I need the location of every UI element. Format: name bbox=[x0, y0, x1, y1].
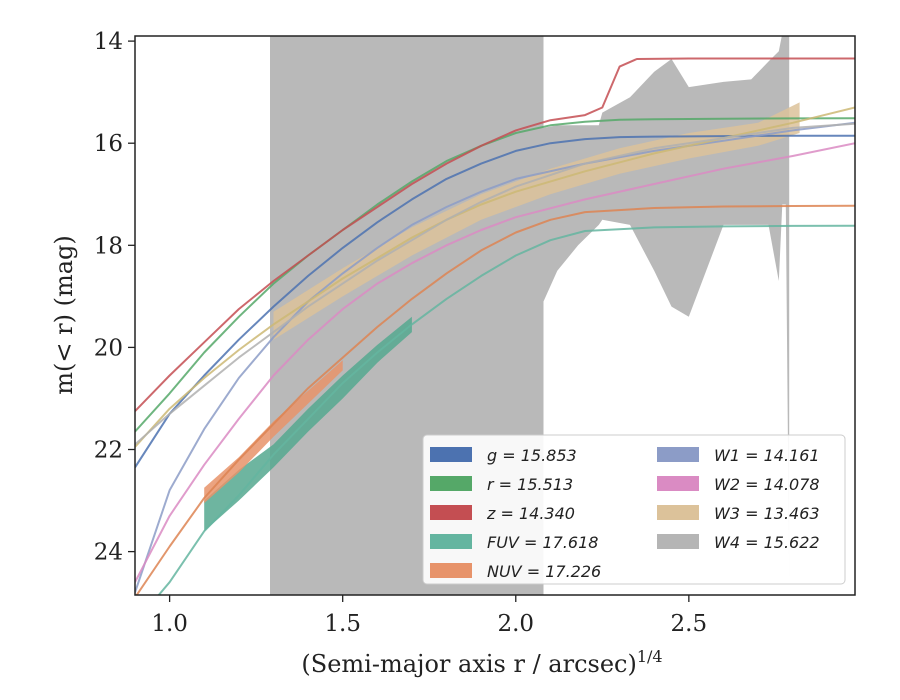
x-tick-label: 1.5 bbox=[324, 611, 361, 637]
band-fuv bbox=[204, 316, 412, 532]
legend-label: W2 = 14.078 bbox=[714, 475, 820, 494]
band-w3 bbox=[273, 102, 800, 340]
series-line-w4 bbox=[135, 122, 855, 446]
y-tick-label: 24 bbox=[94, 540, 123, 566]
plot-frame bbox=[134, 35, 856, 596]
x-tick-label: 2.5 bbox=[671, 611, 708, 637]
series-line-fuv bbox=[157, 224, 855, 595]
legend-swatch bbox=[430, 447, 472, 462]
legend-swatch bbox=[657, 447, 699, 462]
legend-label: FUV = 17.618 bbox=[487, 533, 598, 552]
band-nuv bbox=[204, 360, 343, 504]
y-tick-label: 14 bbox=[94, 29, 123, 55]
y-tick-label: 22 bbox=[94, 438, 123, 464]
series-line-g bbox=[135, 134, 855, 468]
x-tick-label: 1.0 bbox=[151, 611, 188, 637]
legend-swatch bbox=[657, 534, 699, 549]
x-tick-label: 2.0 bbox=[497, 611, 534, 637]
legend-label: W3 = 13.463 bbox=[714, 504, 820, 523]
y-tick-label: 16 bbox=[94, 131, 123, 157]
legend-label: r = 15.513 bbox=[487, 475, 573, 494]
legend-swatch bbox=[430, 476, 472, 491]
legend-swatch bbox=[657, 505, 699, 520]
legend-label: W4 = 15.622 bbox=[714, 533, 820, 552]
legend-swatch bbox=[657, 476, 699, 491]
legend-swatch bbox=[430, 534, 472, 549]
legend-label: NUV = 17.226 bbox=[487, 562, 601, 581]
y-tick-label: 20 bbox=[94, 335, 123, 361]
x-axis-label: (Semi-major axis r / arcsec)1/4 bbox=[301, 647, 662, 678]
y-axis-label: m(< r) (mag) bbox=[50, 235, 78, 394]
series-line-z bbox=[135, 57, 855, 412]
y-tick-label: 18 bbox=[94, 233, 123, 259]
x-axis-label-power: 1/4 bbox=[637, 647, 663, 666]
series-line-r bbox=[135, 117, 855, 433]
band-w4 bbox=[270, 36, 790, 595]
series-line-w3 bbox=[135, 106, 855, 448]
tick-layer: 1.0 1.5 2.0 2.5 14 16 18 20 22 24 bbox=[94, 29, 707, 637]
legend: g = 15.853 r = 15.513 z = 14.340 FUV = 17.6… bbox=[422, 434, 846, 585]
band-layer bbox=[204, 36, 800, 595]
legend-swatch bbox=[430, 505, 472, 520]
x-axis-label-text: (Semi-major axis r / arcsec) bbox=[301, 650, 636, 678]
legend-label: W1 = 14.161 bbox=[714, 446, 820, 465]
legend-label: z = 14.340 bbox=[486, 504, 575, 523]
legend-swatch bbox=[430, 563, 472, 578]
legend-label: g = 15.853 bbox=[487, 446, 577, 465]
legend-box bbox=[422, 434, 846, 585]
series-line-w2 bbox=[135, 142, 855, 583]
series-layer bbox=[135, 57, 855, 595]
series-line-nuv bbox=[135, 204, 855, 595]
